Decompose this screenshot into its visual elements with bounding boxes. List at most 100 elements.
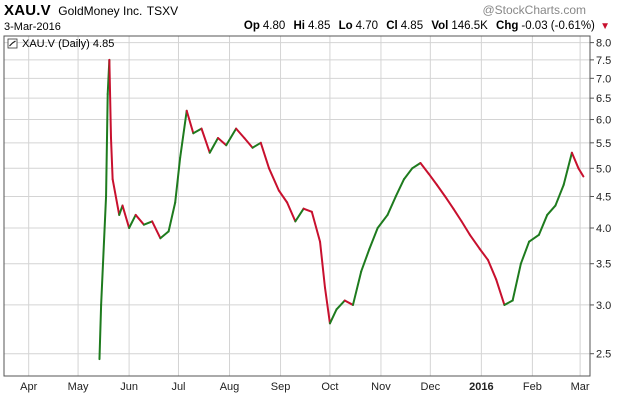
price-segment: [302, 207, 313, 213]
price-segment: [360, 247, 371, 273]
price-segment: [121, 204, 131, 229]
price-segment: [419, 162, 430, 175]
high-label: Hi: [293, 20, 305, 32]
price-segment: [452, 207, 463, 223]
price-segment: [468, 233, 481, 250]
price-segment: [394, 178, 405, 198]
price-segment: [435, 183, 447, 198]
plot-frame: [3, 35, 591, 377]
price-segment: [98, 303, 103, 361]
y-tick-label: 4.5: [596, 191, 611, 203]
high-value: 4.85: [307, 20, 331, 32]
price-segment: [277, 189, 289, 204]
price-segment: [142, 220, 154, 226]
grid: [4, 36, 590, 376]
price-segment: [251, 141, 262, 149]
price-segment: [546, 204, 557, 216]
price-segment: [411, 162, 422, 170]
price-segment: [108, 58, 112, 140]
price-segment: [268, 167, 280, 192]
price-segment: [323, 286, 331, 325]
title-line: XAU.V GoldMoney Inc. TSXV: [4, 2, 178, 20]
x-tick-label: Dec: [421, 381, 441, 393]
price-segment: [216, 137, 228, 147]
x-tick-label: Nov: [371, 381, 391, 393]
price-segment: [105, 93, 109, 198]
x-tick-label: Mar: [571, 381, 590, 393]
exchange-name: TSXV: [146, 4, 179, 18]
price-segment: [294, 207, 305, 223]
price-segment: [174, 156, 182, 204]
y-tick-label: 5.0: [596, 163, 611, 175]
y-axis: 2.5 3.0 3.5 4.0 4.5 5.0 5.5 6.0 6.5 7.0 7.5 8.0: [590, 38, 611, 361]
price-segment: [151, 220, 162, 240]
price-segment: [286, 201, 297, 223]
legend-label: XAU.V (Daily) 4.85: [22, 38, 114, 50]
x-tick-label: Sep: [271, 381, 291, 393]
price-segment: [519, 240, 531, 265]
company-name: GoldMoney Inc.: [58, 4, 143, 18]
quote-date: 3-Mar-2016: [4, 21, 61, 33]
price-segment: [128, 213, 137, 229]
price-segment: [570, 151, 580, 170]
x-axis: Apr May Jun Jul Aug Sep Oct Nov Dec 2016 Feb Mar: [20, 381, 590, 393]
price-segment: [486, 258, 498, 281]
y-tick-label: 3.0: [596, 300, 611, 312]
down-arrow-icon: ▼: [600, 21, 610, 32]
x-tick-label: May: [68, 381, 89, 393]
x-tick-label: Aug: [220, 381, 240, 393]
open-label: Op: [243, 20, 260, 32]
low-label: Lo: [338, 20, 353, 32]
price-segment: [225, 127, 238, 147]
price-segment: [460, 220, 471, 236]
x-tick-label: Feb: [523, 381, 542, 393]
price-segment: [235, 127, 246, 140]
low-value: 4.70: [355, 20, 379, 32]
volume-label: Vol: [431, 20, 449, 32]
price-segment: [159, 230, 170, 240]
y-tick-label: 7.0: [596, 73, 611, 85]
price-segment: [185, 109, 195, 135]
price-segment: [335, 299, 346, 311]
price-segment: [537, 213, 549, 236]
price-segment: [511, 262, 522, 302]
price-segment: [243, 137, 254, 149]
y-tick-label: 5.5: [596, 138, 611, 150]
x-tick-label: 2016: [469, 381, 493, 393]
x-tick-label: Jun: [120, 381, 138, 393]
x-tick-label: Jul: [171, 381, 185, 393]
y-tick-label: 3.5: [596, 259, 611, 271]
price-segment: [310, 210, 322, 243]
price-segment: [319, 240, 326, 289]
price-segment: [208, 137, 219, 154]
price-segment: [192, 127, 203, 135]
y-tick-label: 4.0: [596, 223, 611, 235]
price-bars: [98, 58, 585, 361]
volume-value: 146.5K: [451, 20, 488, 32]
quote-summary: Op 4.80 Hi 4.85 Lo 4.70 Cl 4.85 Vol 146.5K Ch…: [239, 20, 610, 32]
price-segment: [495, 278, 506, 306]
price-segment: [109, 137, 114, 181]
price-segment: [376, 213, 389, 229]
brand-watermark: @StockCharts.com: [482, 3, 586, 17]
y-tick-label: 8.0: [596, 38, 611, 50]
price-segment: [444, 195, 455, 210]
ticker-symbol: XAU.V: [4, 2, 51, 19]
y-tick-label: 2.5: [596, 349, 611, 361]
legend: XAU.V (Daily) 4.85: [7, 38, 114, 50]
price-segment: [179, 109, 188, 159]
price-segment: [577, 167, 585, 178]
change-label: Chg: [496, 20, 519, 32]
legend-line-icon: [9, 40, 16, 47]
price-segment: [351, 270, 363, 306]
y-tick-label: 6.5: [596, 93, 611, 105]
x-tick-label: Apr: [20, 381, 37, 393]
price-segment: [562, 151, 573, 186]
price-segment: [259, 141, 271, 170]
price-segment: [386, 195, 397, 216]
price-segment: [368, 226, 379, 250]
price-segment: [111, 178, 121, 216]
price-segment: [328, 308, 338, 325]
price-segment: [554, 183, 565, 207]
close-label: Cl: [386, 20, 398, 32]
